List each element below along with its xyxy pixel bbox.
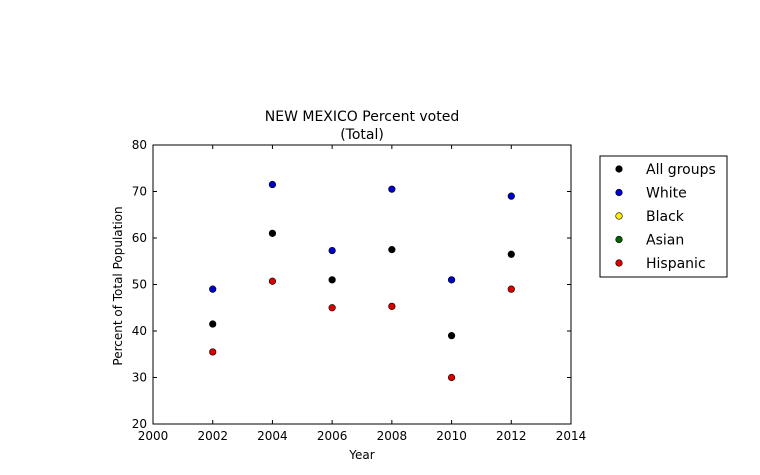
data-point-hispanic xyxy=(209,348,217,356)
data-point-white xyxy=(388,185,396,193)
legend-label-hispanic: Hispanic xyxy=(646,256,706,272)
x-axis-label: Year xyxy=(348,448,374,462)
x-tick-label: 2002 xyxy=(197,429,228,443)
x-tick-label: 2010 xyxy=(436,429,467,443)
data-point-white xyxy=(209,285,217,293)
y-tick-label: 20 xyxy=(132,417,147,431)
data-point-all-groups xyxy=(209,320,217,328)
data-point-hispanic xyxy=(328,304,336,312)
legend-label-black: Black xyxy=(646,209,685,225)
data-point-all-groups xyxy=(507,250,515,258)
data-point-all-groups xyxy=(447,332,456,340)
data-point-all-groups xyxy=(388,246,396,254)
chart-subtitle-line: (Total) xyxy=(340,127,384,143)
data-point-hispanic xyxy=(268,277,277,285)
x-tick-label: 2012 xyxy=(496,429,527,443)
legend-label-all-groups: All groups xyxy=(646,162,716,178)
data-point-all-groups xyxy=(328,276,336,284)
plot-area-frame xyxy=(152,144,572,425)
data-point-hispanic xyxy=(507,285,515,293)
legend-marker-asian xyxy=(615,235,623,244)
y-tick-label: 40 xyxy=(132,324,147,338)
x-tick-label: 2004 xyxy=(257,429,288,443)
legend-label-white: White xyxy=(646,186,687,202)
data-point-all-groups xyxy=(268,229,277,237)
y-tick-label: 60 xyxy=(132,231,147,245)
legend-marker-black xyxy=(615,212,623,220)
x-tick-label: 2014 xyxy=(556,429,587,443)
legend-label-asian: Asian xyxy=(646,233,684,249)
y-tick-label: 50 xyxy=(132,278,147,292)
legend-marker-all-groups xyxy=(615,165,623,173)
chart-title: NEW MEXICO Percent voted (Total) xyxy=(265,109,459,143)
x-tick-label: 2008 xyxy=(377,429,408,443)
data-points xyxy=(209,180,515,382)
data-point-hispanic xyxy=(388,302,396,310)
data-point-white xyxy=(507,192,515,200)
y-tick-label: 80 xyxy=(132,138,147,152)
data-point-white xyxy=(328,246,336,255)
data-point-white xyxy=(268,180,277,189)
y-tick-label: 70 xyxy=(132,185,147,199)
y-tick-label: 30 xyxy=(132,371,147,385)
legend-marker-hispanic xyxy=(615,259,623,267)
x-tick-label: 2006 xyxy=(317,429,348,443)
axis-ticks: 2000 2002 2004 2006 2008 2010 2012 2014 20 30 40 50… xyxy=(132,138,587,443)
data-point-hispanic xyxy=(447,373,456,382)
y-axis-label: Percent of Total Population xyxy=(111,206,125,365)
x-tick-label: 2000 xyxy=(138,429,169,443)
legend: All groups White Black Asian Hispanic xyxy=(599,155,728,278)
data-point-white xyxy=(447,276,456,284)
chart-title-line: NEW MEXICO Percent voted xyxy=(265,109,459,125)
legend-marker-white xyxy=(615,188,623,197)
